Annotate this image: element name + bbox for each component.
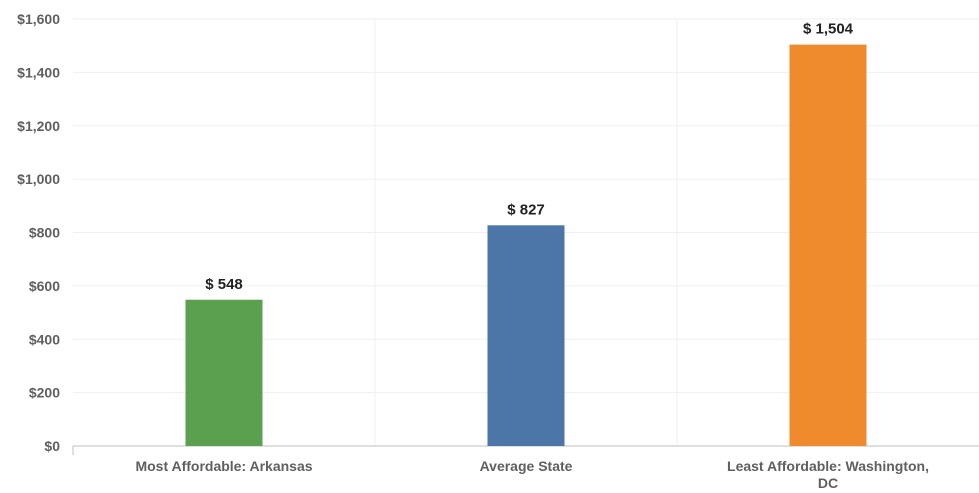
y-tick-label: $600 [29, 278, 60, 294]
y-tick-label: $400 [29, 331, 60, 347]
y-tick-label: $1,200 [17, 118, 60, 134]
data-label: $ 548 [205, 276, 243, 293]
data-label: $ 827 [507, 201, 545, 218]
y-tick-label: $200 [29, 385, 60, 401]
bar-1[interactable] [185, 299, 263, 446]
x-category-label: Average State [480, 458, 573, 474]
y-tick-label: $1,400 [17, 64, 60, 80]
bar-2[interactable] [487, 225, 565, 446]
bar-3[interactable] [789, 44, 867, 447]
y-tick-label: $0 [44, 438, 60, 454]
y-tick-label: $800 [29, 225, 60, 241]
x-category-label: Most Affordable: Arkansas [135, 458, 312, 474]
x-category-label: Least Affordable: Washington, DC [727, 458, 929, 491]
y-tick-label: $1,000 [17, 171, 60, 187]
y-tick-label: $1,600 [17, 11, 60, 27]
data-label: $ 1,504 [803, 21, 854, 38]
